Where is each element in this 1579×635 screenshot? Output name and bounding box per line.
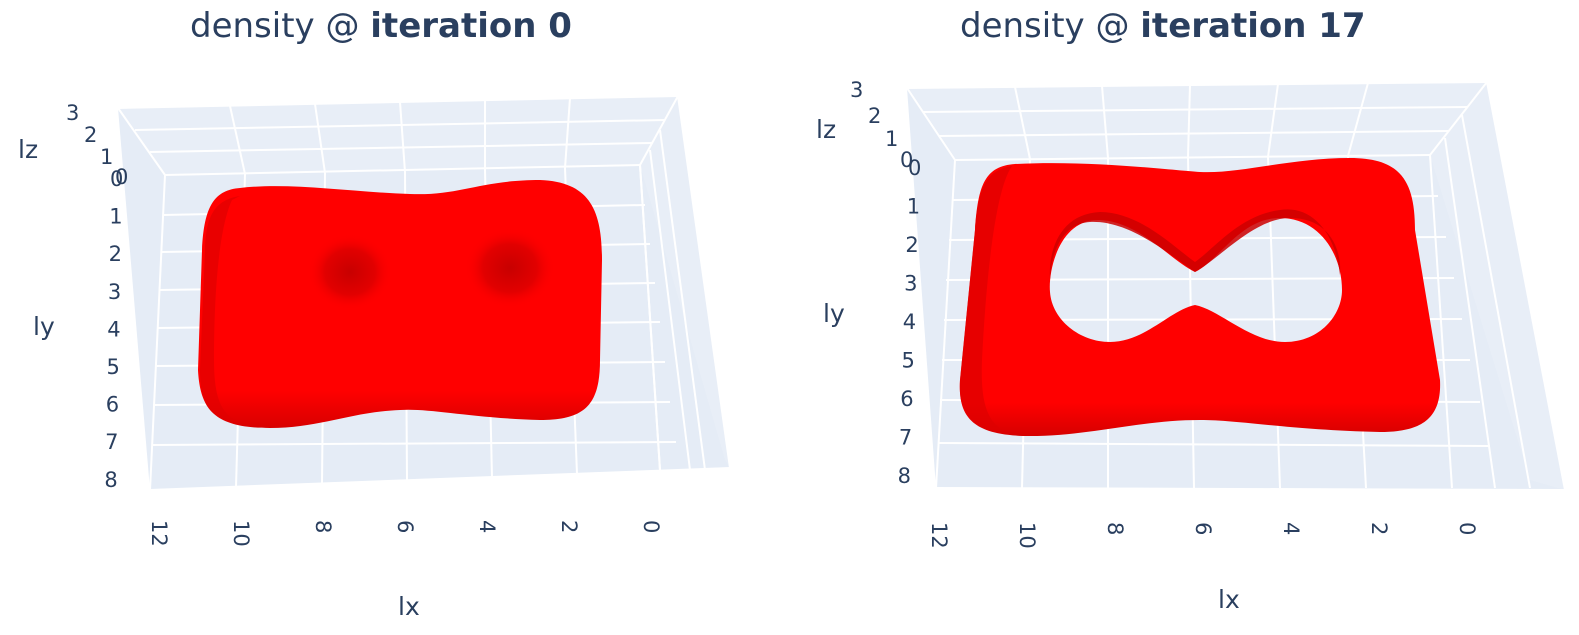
z-tick-label: 0 xyxy=(900,148,913,172)
isosurface xyxy=(198,180,602,428)
y-tick-label: 6 xyxy=(900,387,913,411)
yz-pane xyxy=(1430,82,1565,490)
x-tick-label: 10 xyxy=(229,520,253,547)
y-tick-label: 5 xyxy=(107,355,120,379)
x-axis-label: lx xyxy=(1218,585,1240,614)
chart-title: density @ iteration 17 xyxy=(960,6,1366,46)
y-tick-label: 7 xyxy=(105,430,118,454)
title-bold: iteration 17 xyxy=(1140,6,1366,46)
y-tick-label: 8 xyxy=(898,464,911,488)
title-prefix: density @ xyxy=(190,6,371,46)
y-tick-label: 2 xyxy=(905,233,918,257)
yz-pane xyxy=(640,96,730,468)
chart-panel-iteration-17: density @ iteration 17 xyxy=(790,0,1579,635)
y-tick-label: 7 xyxy=(899,426,912,450)
y-tick-label: 5 xyxy=(902,349,915,373)
y-axis-label: ly xyxy=(823,299,845,328)
z-axis-label: lz xyxy=(18,135,38,164)
chart-title: density @ iteration 0 xyxy=(190,6,572,46)
x-tick-label: 8 xyxy=(1103,522,1127,535)
y-tick-label: 0 xyxy=(908,156,921,180)
z-tick-label: 3 xyxy=(850,78,863,102)
z-tick-label: 2 xyxy=(868,104,881,128)
y-tick-label: 3 xyxy=(108,280,121,304)
z-tick-label: 3 xyxy=(66,101,79,125)
y-tick-label: 4 xyxy=(903,310,916,334)
x-axis-label: lx xyxy=(398,592,420,621)
x-tick-label: 8 xyxy=(311,520,335,533)
chart-panel-iteration-0: density @ iteration 0 xyxy=(0,0,790,635)
y-tick-label: 6 xyxy=(106,393,119,417)
z-tick-label: 0 xyxy=(115,165,128,189)
y-tick-label: 1 xyxy=(907,195,920,219)
x-tick-label: 12 xyxy=(147,520,171,547)
x-tick-label: 4 xyxy=(475,520,499,533)
x-tick-label: 10 xyxy=(1015,522,1039,549)
x-tick-label: 6 xyxy=(1191,522,1215,535)
density-dip-left xyxy=(308,234,392,310)
x-tick-label: 4 xyxy=(1279,522,1303,535)
z-tick-label: 1 xyxy=(885,127,898,151)
surface-shade-left xyxy=(959,166,1012,434)
y-tick-label: 0 xyxy=(110,167,123,191)
y-tick-label: 1 xyxy=(109,205,122,229)
y-tick-label: 8 xyxy=(104,468,117,492)
x-tick-label: 0 xyxy=(639,520,663,533)
title-bold: iteration 0 xyxy=(370,6,572,46)
y-axis-label: ly xyxy=(33,312,55,341)
x-tick-label: 12 xyxy=(927,522,951,549)
y-tick-label: 4 xyxy=(107,317,120,341)
hole-rim-shade xyxy=(1049,209,1341,280)
surface-shade-left xyxy=(200,196,240,422)
y-tick-label: 3 xyxy=(904,272,917,296)
x-tick-label: 2 xyxy=(557,520,581,533)
z-tick-label: 1 xyxy=(100,145,113,169)
y-tick-label: 2 xyxy=(109,242,122,266)
z-axis-label: lz xyxy=(816,115,836,144)
x-tick-label: 2 xyxy=(1367,522,1391,535)
xz-pane xyxy=(907,82,1487,160)
title-prefix: density @ xyxy=(960,6,1141,46)
x-tick-label: 0 xyxy=(1455,522,1479,535)
x-tick-label: 6 xyxy=(393,520,417,533)
z-tick-label: 2 xyxy=(84,123,97,147)
isosurface xyxy=(959,158,1441,436)
density-dip-right xyxy=(465,228,555,308)
xz-pane xyxy=(118,96,678,175)
